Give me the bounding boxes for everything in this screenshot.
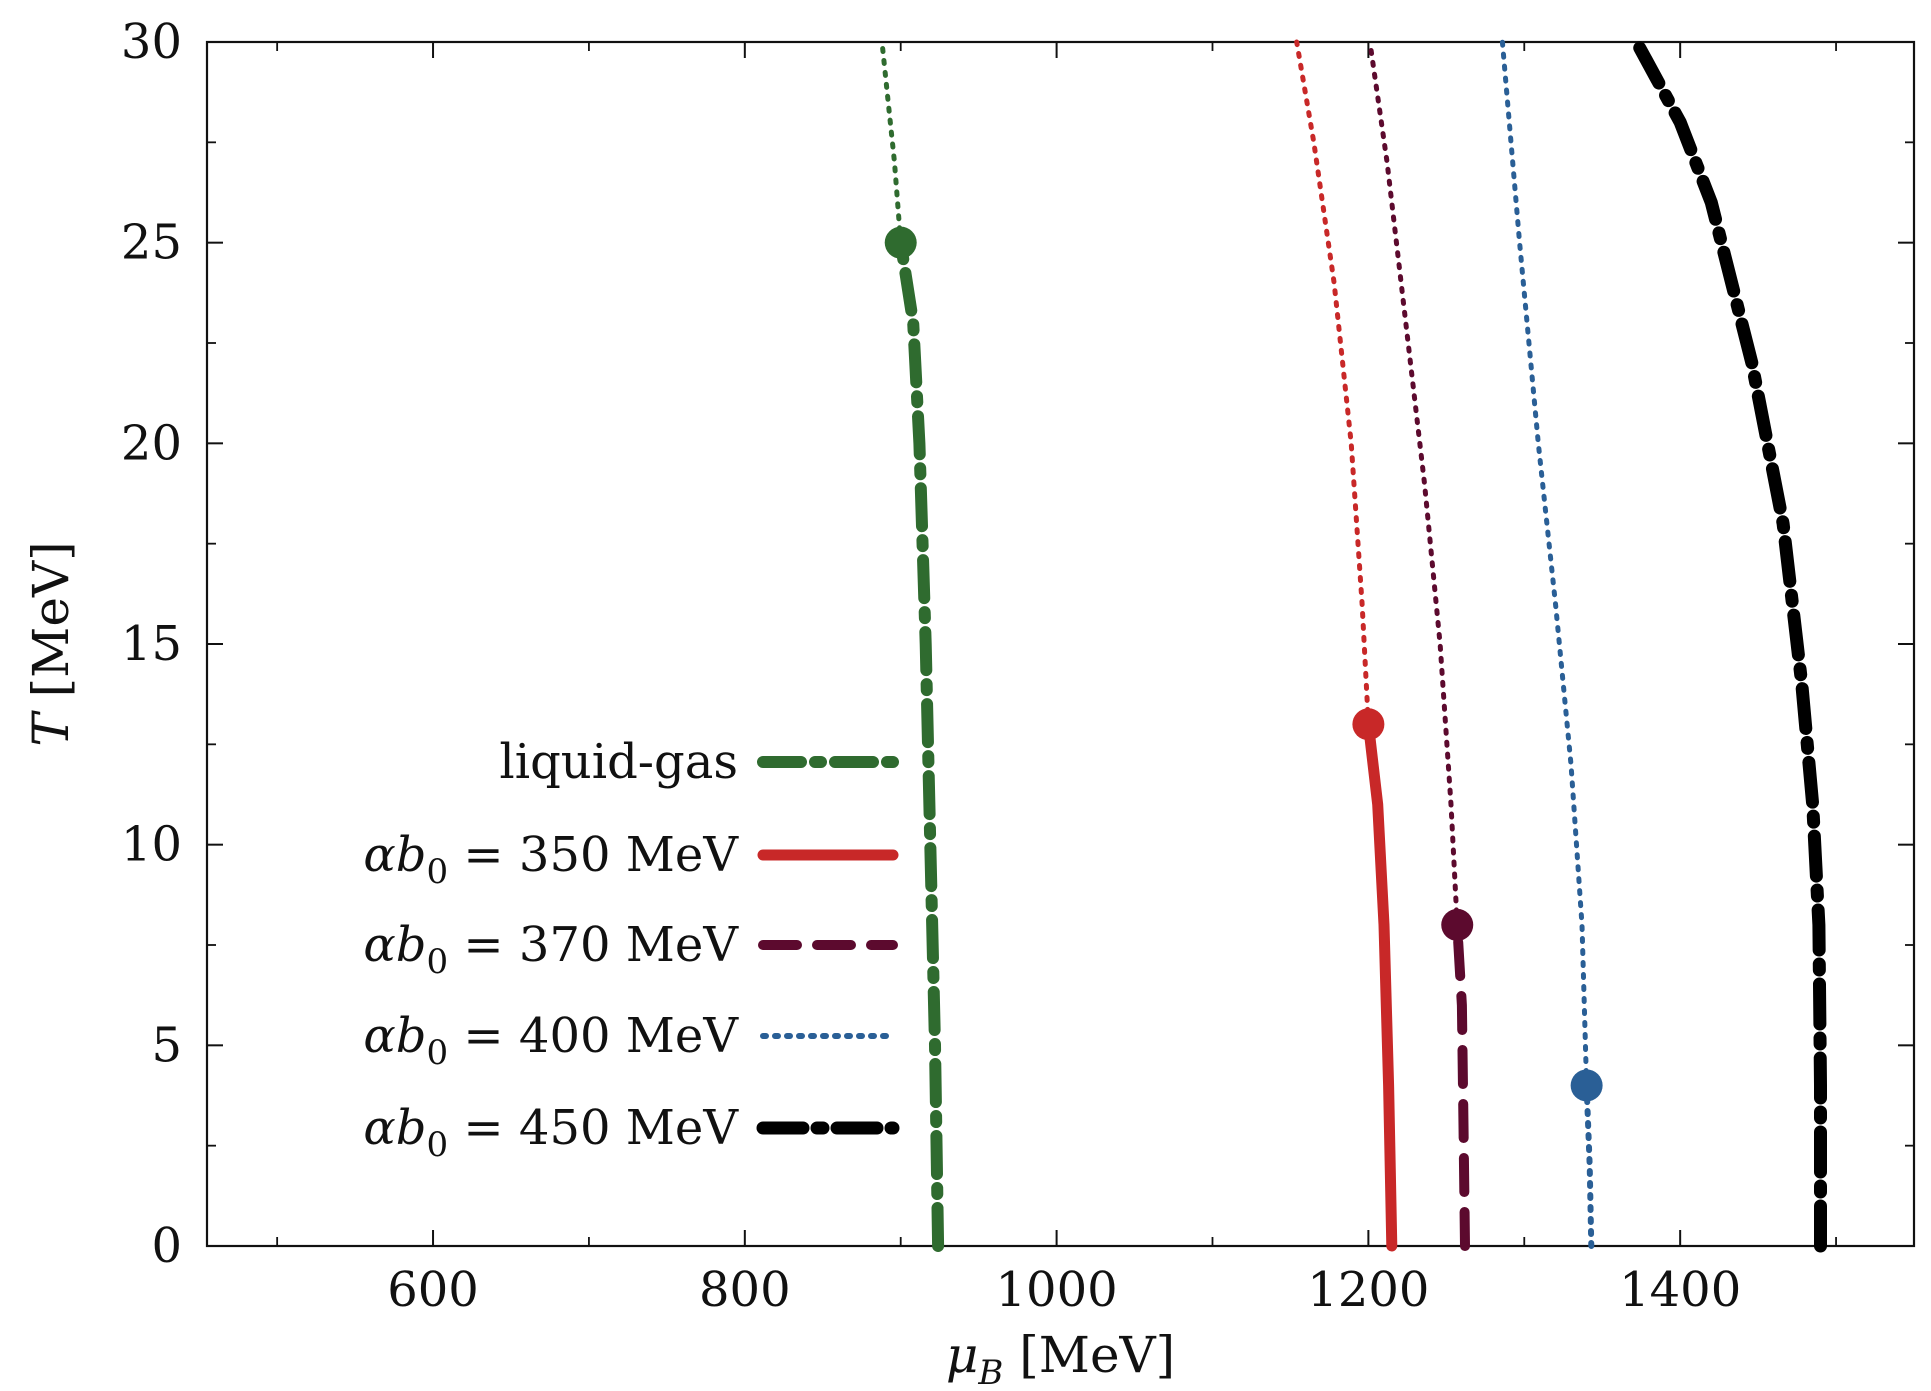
series-1-critical-point — [1352, 708, 1385, 741]
axes-layer — [205, 40, 1916, 1248]
legend-label-0: liquid-gas — [499, 734, 738, 790]
x-tick-label: 600 — [387, 1262, 479, 1318]
x-tick-label: 800 — [699, 1262, 791, 1318]
y-tick-label: 20 — [121, 415, 182, 471]
series-0-first-order-line — [894, 236, 945, 1252]
legend-label-3: αb0 = 400 MeV — [363, 1008, 739, 1073]
series-2-critical-point — [1441, 908, 1474, 941]
legend-label-2: αb0 = 370 MeV — [363, 917, 739, 982]
series-3-critical-point — [1570, 1069, 1603, 1102]
x-axis-title: μB [MeV] — [946, 1326, 1175, 1391]
legend-label-1: αb0 = 350 MeV — [363, 827, 739, 892]
y-tick-label: 5 — [151, 1017, 182, 1073]
x-tick-label: 1000 — [996, 1262, 1118, 1318]
y-tick-label: 15 — [121, 616, 182, 672]
series-2-crossover-line — [1367, 39, 1460, 928]
y-tick-label: 0 — [151, 1218, 182, 1274]
plot-frame — [205, 40, 1916, 1248]
x-tick-label: 1400 — [1619, 1262, 1741, 1318]
series-0-critical-point — [884, 226, 917, 259]
y-tick-label: 30 — [121, 14, 182, 70]
legend-label-4: αb0 = 450 MeV — [363, 1100, 739, 1165]
series-1-crossover-line — [1294, 39, 1371, 727]
axis-labels: 600 800 1000 1200 1400 0 5 10 15 20 25 30 μB [MeV] T … — [22, 14, 1741, 1391]
y-tick-label: 10 — [121, 817, 182, 873]
y-tick-label: 25 — [121, 215, 182, 271]
series-2-first-order-line — [1452, 919, 1470, 1251]
series-1-first-order-line — [1362, 718, 1398, 1252]
series-3-first-order-line — [1583, 1082, 1595, 1249]
legend: liquid-gas αb0 = 350 MeV αb0 = 370 MeV αb0 … — [363, 734, 900, 1165]
x-tick-label: 1200 — [1307, 1262, 1429, 1318]
series-layer — [879, 35, 1827, 1253]
y-axis-title: T [MeV] — [22, 541, 80, 746]
series-4-first-order-line — [1630, 35, 1827, 1253]
series-3-crossover-line — [1499, 39, 1590, 1088]
series-0-crossover-line — [879, 39, 904, 246]
